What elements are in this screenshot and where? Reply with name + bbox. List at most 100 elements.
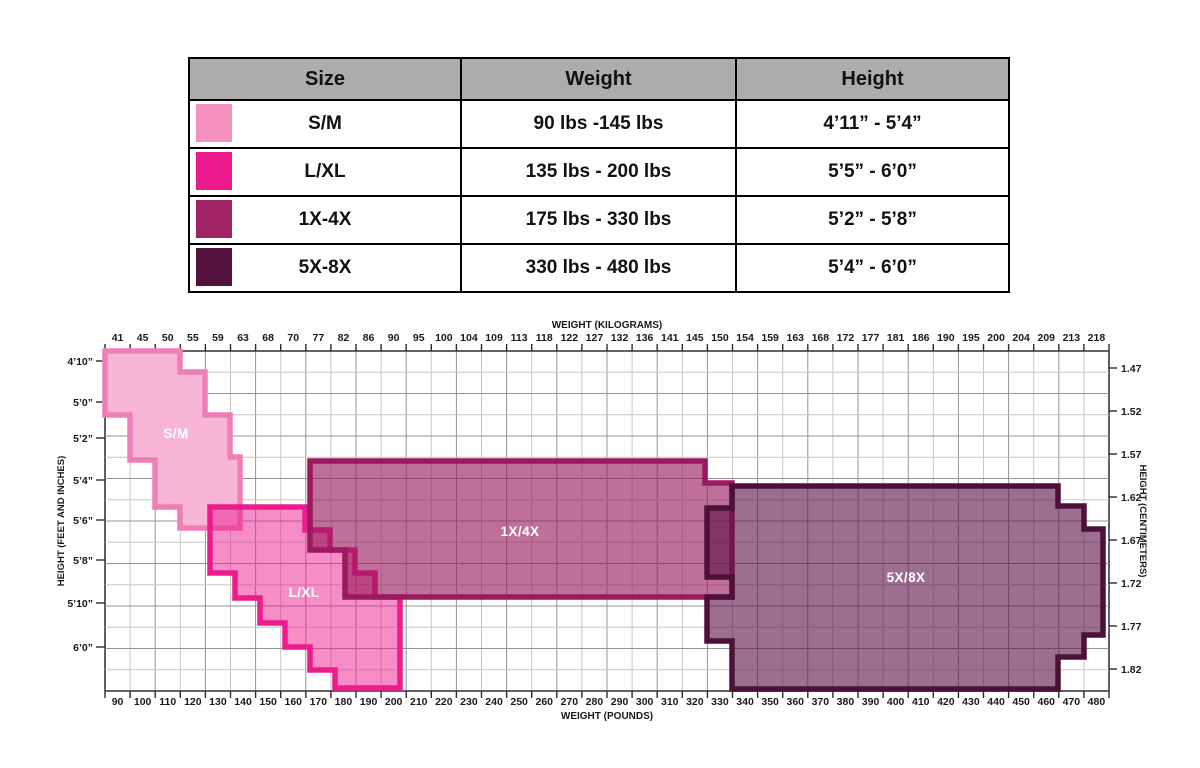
lbs-tick-label: 350 [761,696,779,708]
lbs-tick-label: 90 [112,696,124,708]
lbs-tick-label: 260 [535,696,553,708]
cm-tick-label: 1.67 [1121,535,1142,547]
lbs-tick-label: 450 [1012,696,1030,708]
kg-tick-label: 109 [485,332,503,344]
bottom-axis-title: WEIGHT (POUNDS) [561,711,653,722]
kg-tick-label: 104 [460,332,478,344]
col-header-height: Height [735,57,1010,101]
size-label: L/XL [304,161,346,182]
lbs-tick-label: 330 [711,696,729,708]
col-header-weight: Weight [460,57,737,101]
kg-tick-label: 136 [636,332,654,344]
lbs-tick-label: 270 [561,696,579,708]
height-cell: 4’11” - 5’4” [735,99,1010,149]
size-chart-table: Size Weight Height S/M 90 lbs -145 lbs 4’1… [188,57,1010,293]
size-label: 5X-8X [298,257,352,278]
kg-tick-label: 141 [661,332,679,344]
feet-tick-label: 5’0” [73,397,93,409]
kg-tick-label: 177 [862,332,880,344]
size-table-body: S/M 90 lbs -145 lbs 4’11” - 5’4” L/XL 135 lb… [188,99,1010,293]
lbs-tick-label: 290 [611,696,629,708]
size-cell: L/XL [188,147,462,197]
kg-tick-label: 70 [287,332,299,344]
feet-tick-label: 6’0” [73,642,93,654]
kg-tick-label: 118 [536,332,553,344]
right-axis-title: HEIGHT (CENTIMETERS) [1137,465,1148,578]
kg-tick-label: 50 [162,332,174,344]
lbs-tick-label: 310 [661,696,679,708]
size-color-swatch [196,248,232,286]
lbs-tick-label: 410 [912,696,930,708]
kg-tick-label: 82 [338,332,350,344]
kg-tick-label: 45 [137,332,149,344]
left-axis-title: HEIGHT (FEET AND INCHES) [56,456,67,587]
lbs-tick-label: 430 [962,696,980,708]
lbs-tick-label: 420 [937,696,955,708]
table-row: L/XL 135 lbs - 200 lbs 5’5” - 6’0” [188,147,1010,197]
feet-tick-label: 4’10” [67,356,93,368]
kg-tick-label: 163 [786,332,804,344]
kg-tick-label: 95 [413,332,425,344]
size-regions: S/M L/XL 1X/4X 5X/8X [102,348,1106,692]
lbs-tick-label: 110 [159,696,176,708]
kg-tick-label: 63 [237,332,249,344]
height-cell: 5’2” - 5’8” [735,195,1010,245]
feet-tick-label: 5’8” [73,555,93,567]
kg-tick-label: 55 [187,332,199,344]
lbs-tick-label: 340 [736,696,754,708]
weight-cell: 90 lbs -145 lbs [460,99,737,149]
kg-tick-label: 159 [761,332,779,344]
lbs-tick-label: 220 [435,696,453,708]
lbs-tick-label: 170 [310,696,328,708]
lbs-tick-label: 160 [284,696,302,708]
lbs-tick-label: 120 [184,696,202,708]
size-color-swatch [196,200,232,238]
kg-tick-label: 68 [262,332,274,344]
kg-tick-label: 150 [711,332,729,344]
size-cell: S/M [188,99,462,149]
kg-tick-label: 186 [912,332,930,344]
kg-tick-label: 90 [388,332,400,344]
weight-cell: 135 lbs - 200 lbs [460,147,737,197]
lbs-tick-label: 210 [410,696,428,708]
size-cell: 1X-4X [188,195,462,245]
kg-tick-label: 209 [1037,332,1055,344]
size-color-swatch [196,104,232,142]
axis-labels: 41 45 50 55 59 63 68 70 77 82 86 90 95 100 104 109 113 11… [56,320,1148,722]
kg-tick-label: 172 [837,332,855,344]
lbs-tick-label: 370 [812,696,830,708]
table-row: 5X-8X 330 lbs - 480 lbs 5’4” - 6’0” [188,243,1010,293]
height-cell: 5’4” - 6’0” [735,243,1010,293]
kg-tick-label: 154 [736,332,754,344]
size-label: 1X-4X [298,209,352,230]
cm-tick-label: 1.52 [1121,406,1142,418]
region-label-lxl: L/XL [289,585,320,600]
lbs-tick-label: 400 [887,696,905,708]
kg-tick-label: 86 [363,332,375,344]
kg-tick-label: 100 [435,332,453,344]
kg-tick-label: 127 [586,332,604,344]
lbs-tick-label: 390 [862,696,880,708]
region-label-5x8x: 5X/8X [887,570,926,585]
lbs-tick-label: 280 [586,696,604,708]
kg-tick-label: 168 [812,332,830,344]
lbs-tick-label: 150 [259,696,277,708]
axis-ticks [96,344,1117,698]
kg-tick-label: 113 [511,332,528,344]
lbs-tick-label: 470 [1063,696,1081,708]
size-color-swatch [196,152,232,190]
kg-tick-label: 200 [987,332,1005,344]
size-cell: 5X-8X [188,243,462,293]
lbs-tick-label: 180 [335,696,353,708]
lbs-tick-label: 140 [234,696,252,708]
lbs-tick-label: 360 [786,696,804,708]
lbs-tick-label: 240 [485,696,503,708]
height-cell: 5’5” - 6’0” [735,147,1010,197]
col-header-size: Size [188,57,462,101]
cm-tick-label: 1.57 [1121,449,1142,461]
lbs-tick-label: 230 [460,696,478,708]
feet-tick-label: 5’4” [73,475,93,487]
weight-cell: 175 lbs - 330 lbs [460,195,737,245]
